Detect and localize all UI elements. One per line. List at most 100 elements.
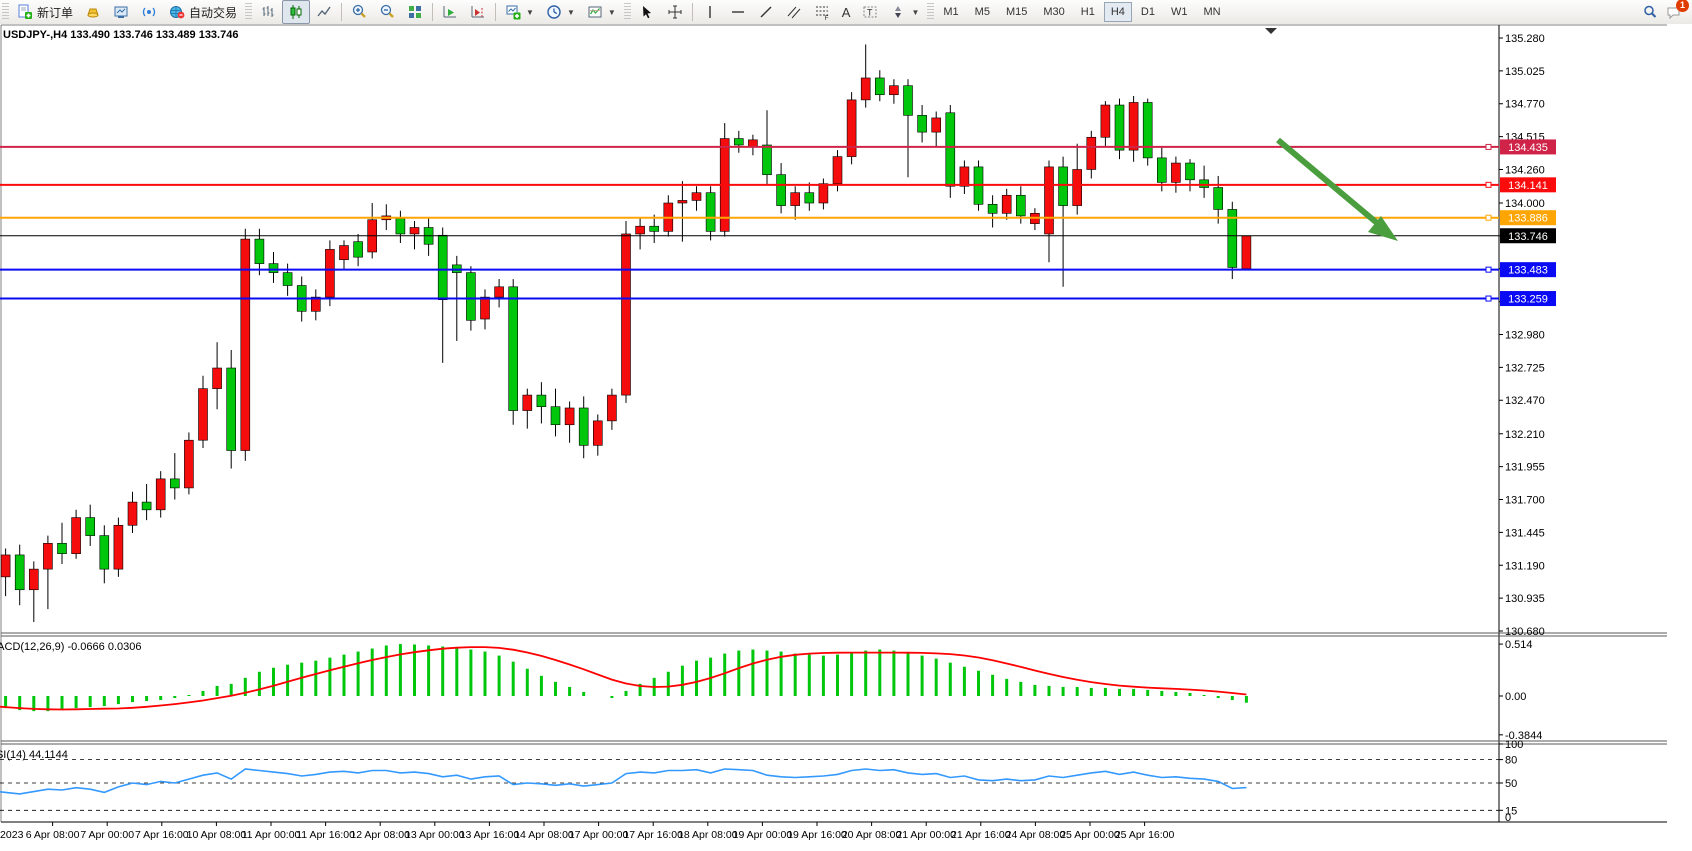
trendline-icon — [758, 4, 774, 20]
timeframe-H1[interactable]: H1 — [1080, 6, 1095, 18]
shapes-dropdown[interactable]: ▼ — [884, 0, 925, 24]
dropdown-caret-icon: ▼ — [911, 7, 920, 17]
clock-icon — [546, 4, 562, 20]
chart-shift-icon — [470, 4, 486, 20]
auto-scroll-button[interactable] — [436, 0, 464, 24]
timeframe-M1[interactable]: M1 — [943, 6, 959, 18]
svg-text:131.445: 131.445 — [1505, 527, 1545, 539]
svg-text:12 Apr 08:00: 12 Apr 08:00 — [350, 829, 410, 841]
text-tool[interactable]: A — [836, 0, 857, 24]
svg-text:11 Apr 00:00: 11 Apr 00:00 — [242, 829, 301, 841]
channel-tool[interactable] — [780, 0, 808, 24]
fibonacci-tool[interactable]: F — [808, 0, 836, 24]
search-icon[interactable] — [1642, 4, 1658, 20]
timeframe-W1[interactable]: W1 — [1170, 6, 1188, 18]
svg-text:5 Apr 2023: 5 Apr 2023 — [0, 829, 24, 841]
notifications-icon[interactable]: 1 — [1666, 0, 1689, 20]
toolbar-grip[interactable] — [623, 3, 631, 21]
hline-handle[interactable] — [1485, 214, 1492, 221]
crosshair-tool-button[interactable] — [661, 0, 689, 24]
svg-text:17 Apr 00:00: 17 Apr 00:00 — [569, 829, 629, 841]
chart-area[interactable]: 135.280 135.025 134.770 134.515 134.260 134.0… — [0, 24, 1692, 851]
rsi-panel[interactable]: RSI(14) 44.1144 100 80 50 150 — [0, 739, 1523, 824]
vertical-line-tool[interactable] — [696, 0, 724, 24]
svg-text:133.259: 133.259 — [1508, 294, 1548, 306]
price-lines-layer[interactable]: 134.435 134.141 133.886 133.746 133.483 133.2… — [0, 139, 1556, 307]
bar-chart-type-button[interactable] — [254, 0, 282, 24]
toolbar-grip[interactable] — [927, 3, 935, 21]
svg-text:MACD(12,26,9) -0.0666 0.0306: MACD(12,26,9) -0.0666 0.0306 — [0, 641, 141, 653]
auto-scroll-icon — [442, 4, 458, 20]
timeframe-M15[interactable]: M15 — [1005, 6, 1028, 18]
hline-handle[interactable] — [1485, 295, 1492, 302]
svg-text:25 Apr 00:00: 25 Apr 00:00 — [1060, 829, 1120, 841]
hline-handle[interactable] — [1485, 143, 1492, 150]
svg-text:14 Apr 08:00: 14 Apr 08:00 — [514, 829, 574, 841]
svg-text:134.141: 134.141 — [1508, 180, 1548, 192]
dropdown-caret-icon: ▼ — [566, 7, 575, 17]
signals-button[interactable] — [135, 0, 163, 24]
candlestick-type-button[interactable] — [282, 0, 311, 24]
zoom-out-button[interactable] — [373, 0, 401, 24]
svg-text:21 Apr 00:00: 21 Apr 00:00 — [896, 829, 956, 841]
new-order-button[interactable]: 新订单 — [11, 0, 79, 24]
autotrading-button[interactable]: 自动交易 — [163, 0, 243, 24]
timeframe-M30[interactable]: M30 — [1043, 6, 1065, 18]
line-chart-icon — [316, 4, 332, 20]
svg-text:132.980: 132.980 — [1505, 329, 1545, 341]
text-label-icon: T — [862, 4, 878, 20]
svg-text:T: T — [867, 8, 873, 18]
timeframe-H4[interactable]: H4 — [1103, 2, 1132, 22]
cursor-icon — [639, 4, 655, 20]
svg-text:132.470: 132.470 — [1505, 395, 1545, 407]
horizontal-line-icon — [730, 4, 746, 20]
period-dropdown[interactable]: ▼ — [540, 0, 581, 24]
template-icon — [587, 4, 603, 20]
svg-text:18 Apr 08:00: 18 Apr 08:00 — [678, 829, 738, 841]
svg-text:134.000: 134.000 — [1505, 198, 1545, 210]
hline-handle[interactable] — [1485, 181, 1492, 188]
timeframe-toolbar: M1 M5 M15 M30 H1 H4 D1 W1 MN — [936, 2, 1227, 22]
svg-text:19 Apr 00:00: 19 Apr 00:00 — [733, 829, 793, 841]
label-tool[interactable]: T — [856, 0, 884, 24]
zoom-out-icon — [379, 4, 395, 20]
zoom-in-button[interactable] — [345, 0, 373, 24]
new-order-icon — [17, 4, 33, 20]
toolbar-grip[interactable] — [245, 3, 253, 21]
svg-text:131.190: 131.190 — [1505, 560, 1545, 572]
horizontal-line-tool[interactable] — [724, 0, 752, 24]
chart-window-button[interactable] — [107, 0, 135, 24]
trendline-tool[interactable] — [752, 0, 780, 24]
tile-windows-button[interactable] — [401, 0, 429, 24]
toolbar-grip[interactable] — [2, 3, 9, 21]
macd-panel[interactable]: MACD(12,26,9) -0.0666 0.0306 0.514 0.00 -0.… — [0, 639, 1542, 742]
template-dropdown[interactable]: ▼ — [581, 0, 622, 24]
chart-window-icon — [113, 4, 129, 20]
gold-button[interactable] — [79, 0, 107, 24]
chart-shift-marker[interactable] — [1265, 28, 1277, 34]
svg-text:131.700: 131.700 — [1505, 495, 1545, 507]
hline-handle[interactable] — [1485, 266, 1492, 273]
chart-shift-button[interactable] — [464, 0, 492, 24]
svg-text:134.435: 134.435 — [1508, 142, 1548, 154]
usdjpy-h4-chart-canvas[interactable]: 135.280135.025134.770134.515134.260134.0… — [0, 24, 1692, 851]
new-chart-dropdown[interactable]: ▼ — [499, 0, 540, 24]
symbol-title[interactable]: USDJPY-,H4 133.490 133.746 133.489 133.7… — [0, 29, 238, 41]
svg-text:RSI(14) 44.1144: RSI(14) 44.1144 — [0, 749, 68, 761]
svg-text:133.483: 133.483 — [1508, 265, 1548, 277]
cursor-tool-button[interactable] — [633, 0, 661, 24]
down-arrow-annotation[interactable] — [1276, 137, 1398, 241]
timeframe-D1[interactable]: D1 — [1140, 6, 1155, 18]
autotrading-label: 自动交易 — [189, 5, 238, 20]
svg-text:50: 50 — [1505, 778, 1517, 790]
line-chart-type-button[interactable] — [310, 0, 338, 24]
timeframe-MN[interactable]: MN — [1203, 6, 1221, 18]
svg-text:100: 100 — [1505, 739, 1523, 751]
timeframe-M5[interactable]: M5 — [974, 6, 990, 18]
vertical-line-icon — [702, 4, 718, 20]
svg-text:132.210: 132.210 — [1505, 429, 1545, 441]
main-toolbar: 新订单 自动交易 — [0, 0, 1692, 25]
tile-windows-icon — [407, 4, 423, 20]
